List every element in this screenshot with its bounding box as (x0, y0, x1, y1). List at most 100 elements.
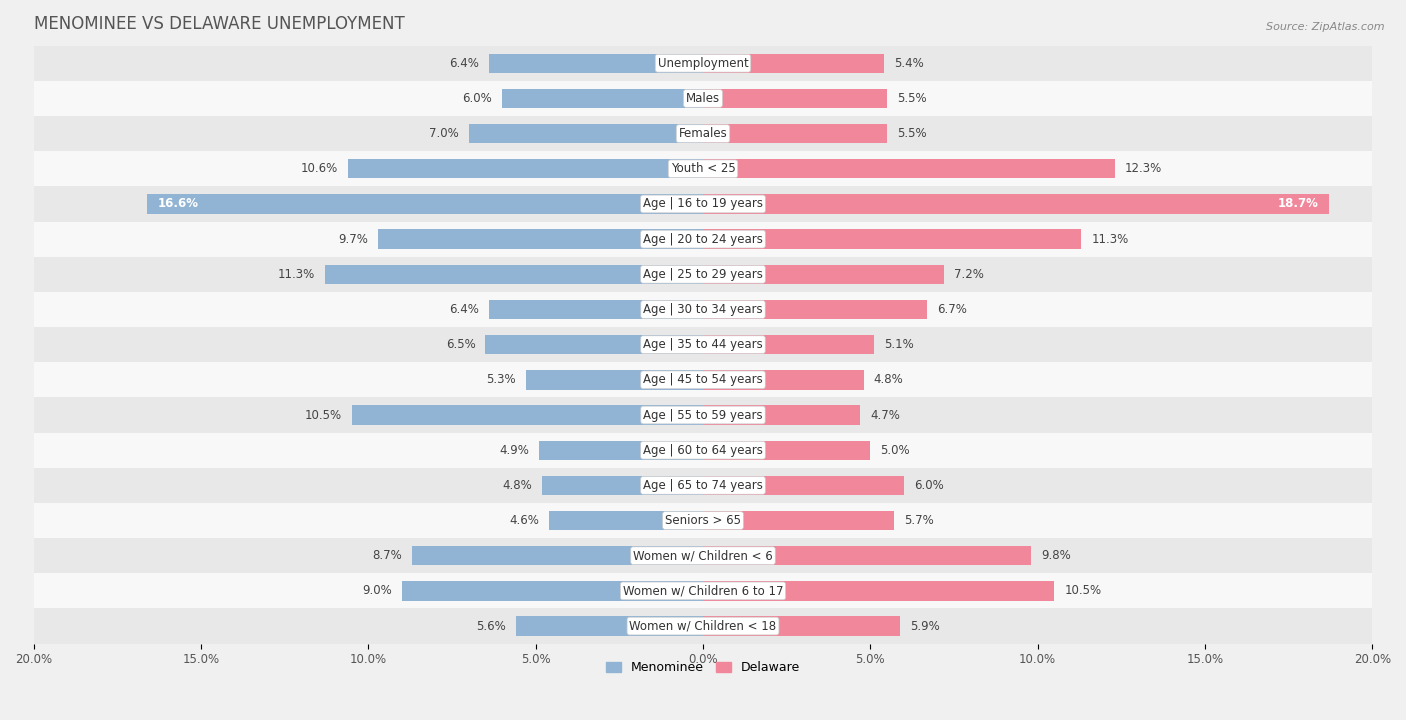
Text: 6.0%: 6.0% (463, 92, 492, 105)
Text: 7.2%: 7.2% (955, 268, 984, 281)
Bar (34, 327, 1372, 362)
Text: 11.3%: 11.3% (277, 268, 315, 281)
Text: 6.7%: 6.7% (938, 303, 967, 316)
Text: Age | 25 to 29 years: Age | 25 to 29 years (643, 268, 763, 281)
Text: Age | 30 to 34 years: Age | 30 to 34 years (643, 303, 763, 316)
Bar (485, 335, 703, 354)
Bar (34, 186, 1372, 222)
Text: Seniors > 65: Seniors > 65 (665, 514, 741, 527)
Bar (548, 511, 703, 530)
Bar (502, 89, 703, 108)
Bar (703, 441, 870, 460)
Text: 18.7%: 18.7% (1278, 197, 1319, 210)
Text: Age | 35 to 44 years: Age | 35 to 44 years (643, 338, 763, 351)
Bar (703, 476, 904, 495)
Text: 9.8%: 9.8% (1040, 549, 1071, 562)
Bar (489, 53, 703, 73)
Text: 10.6%: 10.6% (301, 162, 339, 175)
Text: 5.4%: 5.4% (894, 57, 924, 70)
Text: Age | 55 to 59 years: Age | 55 to 59 years (643, 408, 763, 421)
Bar (34, 292, 1372, 327)
Text: Unemployment: Unemployment (658, 57, 748, 70)
Bar (538, 441, 703, 460)
Text: Age | 45 to 54 years: Age | 45 to 54 years (643, 374, 763, 387)
Text: Source: ZipAtlas.com: Source: ZipAtlas.com (1267, 22, 1385, 32)
Text: 9.0%: 9.0% (361, 585, 392, 598)
Bar (34, 257, 1372, 292)
Text: 6.4%: 6.4% (449, 303, 478, 316)
Text: Women w/ Children < 18: Women w/ Children < 18 (630, 619, 776, 633)
Bar (543, 476, 703, 495)
Bar (703, 124, 887, 143)
Text: 12.3%: 12.3% (1125, 162, 1161, 175)
Text: Women w/ Children 6 to 17: Women w/ Children 6 to 17 (623, 585, 783, 598)
Bar (34, 81, 1372, 116)
Bar (34, 222, 1372, 257)
Text: 8.7%: 8.7% (373, 549, 402, 562)
Bar (703, 546, 1031, 565)
Bar (703, 230, 1081, 249)
Bar (378, 230, 703, 249)
Bar (402, 581, 703, 600)
Text: Females: Females (679, 127, 727, 140)
Bar (468, 124, 703, 143)
Text: Age | 16 to 19 years: Age | 16 to 19 years (643, 197, 763, 210)
Bar (703, 265, 943, 284)
Bar (703, 405, 860, 425)
Bar (703, 511, 894, 530)
Text: 5.3%: 5.3% (486, 374, 516, 387)
Text: 4.9%: 4.9% (499, 444, 529, 456)
Bar (703, 194, 1329, 214)
Bar (34, 397, 1372, 433)
Text: MENOMINEE VS DELAWARE UNEMPLOYMENT: MENOMINEE VS DELAWARE UNEMPLOYMENT (34, 15, 405, 33)
Text: 6.5%: 6.5% (446, 338, 475, 351)
Legend: Menominee, Delaware: Menominee, Delaware (600, 656, 806, 679)
Bar (703, 89, 887, 108)
Text: 6.4%: 6.4% (449, 57, 478, 70)
Text: 4.7%: 4.7% (870, 408, 900, 421)
Text: 5.0%: 5.0% (880, 444, 910, 456)
Text: 5.7%: 5.7% (904, 514, 934, 527)
Bar (34, 468, 1372, 503)
Bar (34, 433, 1372, 468)
Text: 5.6%: 5.6% (475, 619, 506, 633)
Bar (34, 538, 1372, 573)
Bar (703, 53, 884, 73)
Text: 5.1%: 5.1% (884, 338, 914, 351)
Bar (34, 45, 1372, 81)
Text: Age | 65 to 74 years: Age | 65 to 74 years (643, 479, 763, 492)
Text: 10.5%: 10.5% (304, 408, 342, 421)
Text: 10.5%: 10.5% (1064, 585, 1102, 598)
Bar (325, 265, 703, 284)
Text: Males: Males (686, 92, 720, 105)
Text: 9.7%: 9.7% (339, 233, 368, 246)
Text: 4.8%: 4.8% (502, 479, 533, 492)
Bar (34, 151, 1372, 186)
Bar (352, 405, 703, 425)
Bar (516, 616, 703, 636)
Text: Women w/ Children < 6: Women w/ Children < 6 (633, 549, 773, 562)
Text: 11.3%: 11.3% (1091, 233, 1129, 246)
Bar (34, 362, 1372, 397)
Text: 16.6%: 16.6% (157, 197, 198, 210)
Bar (703, 300, 928, 319)
Bar (489, 300, 703, 319)
Bar (34, 573, 1372, 608)
Bar (34, 116, 1372, 151)
Bar (148, 194, 703, 214)
Text: 5.9%: 5.9% (911, 619, 941, 633)
Bar (703, 335, 873, 354)
Text: Age | 20 to 24 years: Age | 20 to 24 years (643, 233, 763, 246)
Text: 7.0%: 7.0% (429, 127, 458, 140)
Bar (412, 546, 703, 565)
Bar (34, 608, 1372, 644)
Bar (703, 581, 1054, 600)
Bar (703, 159, 1115, 179)
Text: 4.8%: 4.8% (873, 374, 904, 387)
Text: Age | 60 to 64 years: Age | 60 to 64 years (643, 444, 763, 456)
Bar (703, 370, 863, 390)
Text: 4.6%: 4.6% (509, 514, 538, 527)
Text: 5.5%: 5.5% (897, 127, 927, 140)
Bar (703, 616, 900, 636)
Bar (34, 503, 1372, 538)
